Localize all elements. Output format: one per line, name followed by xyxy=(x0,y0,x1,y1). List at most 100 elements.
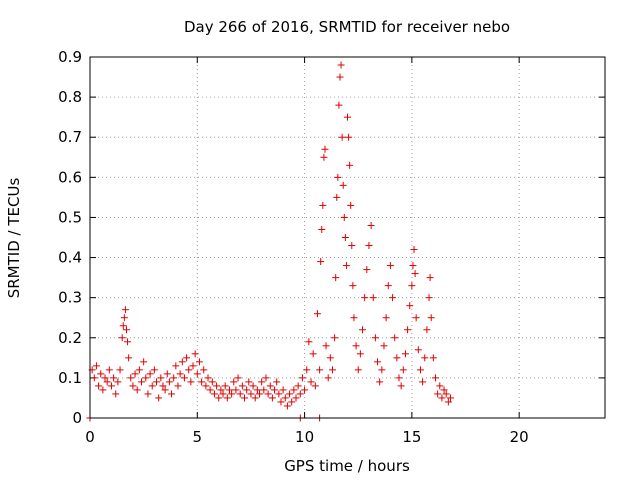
data-point xyxy=(191,350,199,358)
data-point xyxy=(346,161,354,169)
data-point xyxy=(395,374,403,382)
data-point xyxy=(363,266,371,274)
data-point xyxy=(232,386,240,394)
x-tick-label: 5 xyxy=(193,428,203,446)
data-point xyxy=(92,362,100,370)
data-point xyxy=(174,382,182,390)
data-point xyxy=(247,390,255,398)
data-point xyxy=(303,366,311,374)
data-point xyxy=(200,366,208,374)
data-point xyxy=(122,326,130,334)
data-point xyxy=(318,225,326,233)
data-point xyxy=(332,274,340,282)
y-tick-label: 0.3 xyxy=(58,289,82,307)
x-tick-label: 0 xyxy=(85,428,95,446)
data-point xyxy=(350,314,358,322)
data-point xyxy=(273,378,281,386)
y-tick-label: 0.2 xyxy=(58,329,82,347)
data-point xyxy=(425,294,433,302)
data-point xyxy=(421,354,429,362)
data-point xyxy=(414,346,422,354)
data-point xyxy=(121,306,129,314)
data-point xyxy=(133,386,141,394)
data-point xyxy=(321,145,329,153)
data-point xyxy=(204,374,212,382)
data-point xyxy=(249,382,257,390)
data-point xyxy=(349,282,357,290)
data-point xyxy=(359,326,367,334)
data-point xyxy=(189,362,197,370)
data-point xyxy=(262,374,270,382)
x-tick-label: 20 xyxy=(510,428,529,446)
data-point xyxy=(333,193,341,201)
data-point xyxy=(127,374,135,382)
data-point xyxy=(311,382,319,390)
data-point xyxy=(153,378,161,386)
data-point xyxy=(193,370,201,378)
data-point xyxy=(399,366,407,374)
data-point xyxy=(345,133,353,141)
data-point xyxy=(339,181,347,189)
data-point xyxy=(159,382,167,390)
data-point xyxy=(436,382,444,390)
data-point xyxy=(337,61,345,69)
data-point xyxy=(223,394,231,402)
data-point xyxy=(347,201,355,209)
data-point xyxy=(97,370,105,378)
data-point xyxy=(221,382,229,390)
data-point xyxy=(419,378,427,386)
data-point xyxy=(281,394,289,402)
data-point xyxy=(283,402,291,410)
data-point xyxy=(157,374,165,382)
data-point xyxy=(155,394,163,402)
data-point xyxy=(260,386,268,394)
data-point xyxy=(146,370,154,378)
data-point xyxy=(202,382,210,390)
y-tick-label: 0.4 xyxy=(58,249,82,267)
data-point xyxy=(324,374,332,382)
data-point xyxy=(389,294,397,302)
data-point xyxy=(213,382,221,390)
data-point xyxy=(316,366,324,374)
y-tick-label: 0.8 xyxy=(58,88,82,106)
data-point xyxy=(344,113,351,121)
data-point xyxy=(277,398,285,406)
data-point xyxy=(110,374,118,382)
data-point xyxy=(258,378,266,386)
axis-ticks: 0 0.1 0.2 0.3 0.4 0.5 0.6 0.7 0.8 0.9 0 5 10 15 20 xyxy=(58,48,605,446)
data-point xyxy=(105,366,113,374)
data-point xyxy=(336,73,344,81)
data-point xyxy=(305,338,313,346)
data-point xyxy=(356,350,364,358)
data-point xyxy=(107,382,115,390)
data-point xyxy=(376,378,384,386)
data-point xyxy=(219,390,227,398)
data-point xyxy=(365,242,373,250)
data-point xyxy=(406,302,414,310)
data-point xyxy=(114,378,122,386)
gridlines xyxy=(90,57,605,418)
data-point xyxy=(331,334,339,342)
data-point xyxy=(328,366,336,374)
data-point xyxy=(228,390,236,398)
data-point xyxy=(286,390,294,398)
data-point xyxy=(442,390,450,398)
data-point xyxy=(236,390,244,398)
data-point xyxy=(95,382,103,390)
data-point xyxy=(119,322,127,330)
data-point xyxy=(120,314,128,322)
data-point xyxy=(326,354,334,362)
data-point xyxy=(348,242,356,250)
data-point xyxy=(374,358,382,366)
data-point xyxy=(338,133,346,141)
data-point xyxy=(369,294,377,302)
data-point xyxy=(238,382,246,390)
data-point xyxy=(352,342,360,350)
data-point xyxy=(367,221,375,229)
data-point xyxy=(135,366,143,374)
data-point xyxy=(294,382,302,390)
data-point xyxy=(101,374,109,382)
data-point xyxy=(150,366,158,374)
y-axis-label: SRMTID / TECUs xyxy=(5,178,23,299)
data-point xyxy=(178,358,186,366)
